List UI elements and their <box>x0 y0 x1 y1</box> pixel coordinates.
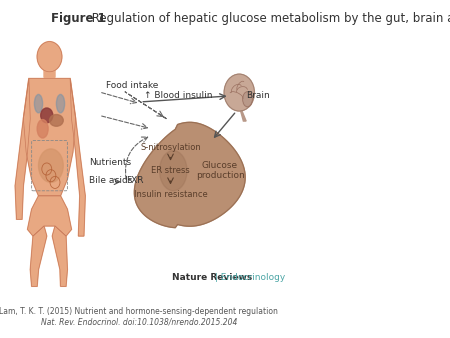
Text: Lam, T. K. T. (2015) Nutrient and hormone-sensing-dependent regulation: Lam, T. K. T. (2015) Nutrient and hormon… <box>0 307 278 316</box>
Circle shape <box>37 42 62 72</box>
Ellipse shape <box>243 92 252 107</box>
Polygon shape <box>23 78 76 196</box>
Text: Nat. Rev. Endocrinol. doi:10.1038/nrendo.2015.204: Nat. Rev. Endocrinol. doi:10.1038/nrendo… <box>40 317 237 326</box>
Text: Figure 1: Figure 1 <box>51 12 106 25</box>
FancyBboxPatch shape <box>44 68 55 77</box>
Ellipse shape <box>34 94 43 113</box>
Ellipse shape <box>50 115 63 126</box>
Text: Glucose
production: Glucose production <box>196 161 244 180</box>
Polygon shape <box>70 78 85 236</box>
Text: | Endocrinology: | Endocrinology <box>212 273 285 283</box>
Circle shape <box>40 108 53 123</box>
Text: S-nitrosylation: S-nitrosylation <box>140 143 201 152</box>
Text: Brain: Brain <box>246 91 270 100</box>
Text: ↑ Blood insulin: ↑ Blood insulin <box>144 91 213 100</box>
Text: FXR: FXR <box>126 176 144 185</box>
Text: ER stress: ER stress <box>151 166 190 175</box>
Text: Nature Reviews: Nature Reviews <box>172 273 252 283</box>
Ellipse shape <box>39 149 63 183</box>
Text: Regulation of hepatic glucose metabolism by the gut, brain and liver: Regulation of hepatic glucose metabolism… <box>88 12 450 25</box>
Polygon shape <box>27 196 72 236</box>
Text: Insulin resistance: Insulin resistance <box>134 190 207 199</box>
Polygon shape <box>135 122 245 228</box>
Text: Nutrients: Nutrients <box>90 158 131 167</box>
Polygon shape <box>30 226 47 286</box>
Polygon shape <box>52 226 68 286</box>
Polygon shape <box>241 111 246 121</box>
Text: Bile acids: Bile acids <box>90 176 133 185</box>
Ellipse shape <box>159 150 187 191</box>
Text: Food intake: Food intake <box>106 81 158 90</box>
Polygon shape <box>15 78 30 219</box>
Circle shape <box>224 74 254 111</box>
Ellipse shape <box>37 120 48 138</box>
Ellipse shape <box>56 94 65 113</box>
